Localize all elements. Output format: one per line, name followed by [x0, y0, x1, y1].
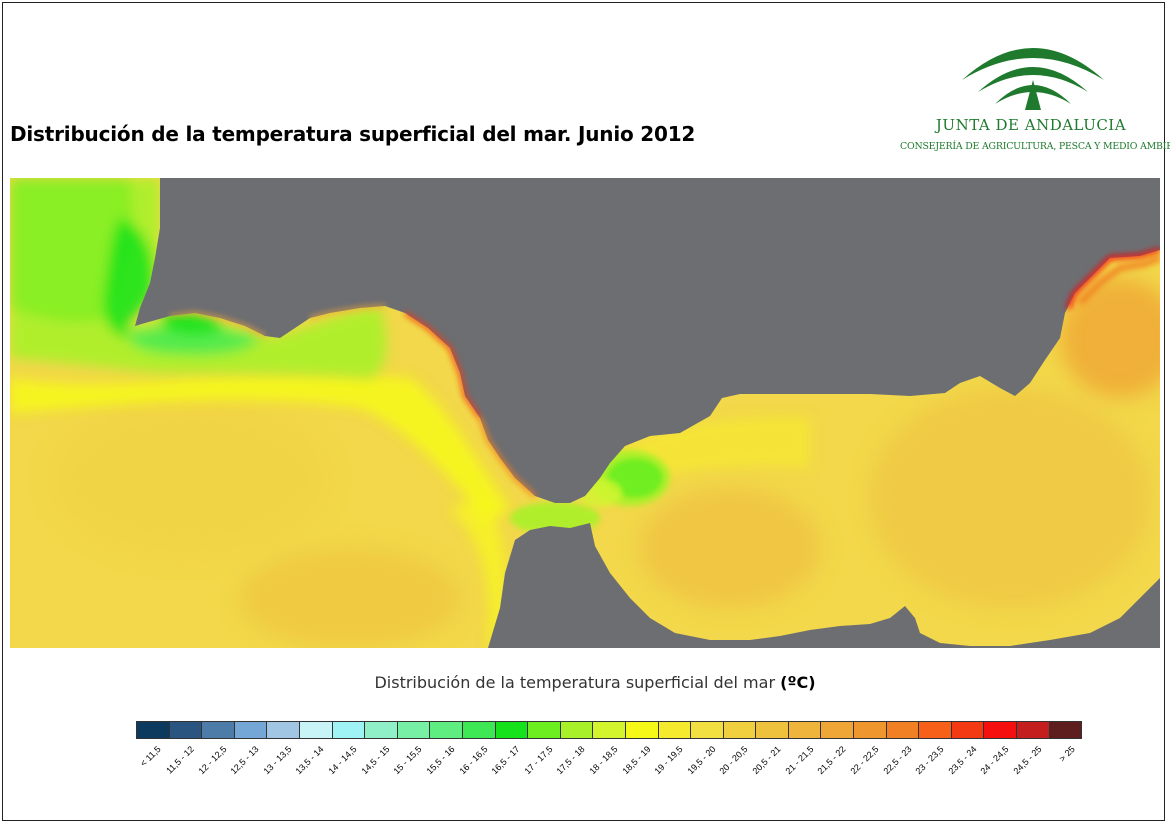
- logo-emblem-icon: [962, 48, 1104, 110]
- legend-swatch: [365, 722, 398, 738]
- legend-swatch: [267, 722, 300, 738]
- legend-swatch: [984, 722, 1018, 738]
- legend-swatch: [430, 722, 463, 738]
- legend-swatch: [397, 722, 431, 738]
- legend-swatch: [691, 722, 724, 738]
- legend-swatch: [723, 722, 757, 738]
- logo-name: JUNTA DE ANDALUCIA: [935, 116, 1127, 134]
- legend-swatch: [919, 722, 952, 738]
- legend-swatch: [202, 722, 235, 738]
- logo-subtitle: CONSEJERÍA DE AGRICULTURA, PESCA Y MEDIO…: [900, 141, 1170, 152]
- sea-temperature-map: [10, 178, 1160, 648]
- legend-swatch: [854, 722, 887, 738]
- legend-swatch: [299, 722, 333, 738]
- legend-swatch: [234, 722, 268, 738]
- legend-color-scale: [136, 721, 1082, 739]
- legend-swatch: [821, 722, 855, 738]
- land-north-africa: [488, 523, 1160, 648]
- legend-swatch: [528, 722, 561, 738]
- legend-swatch: [1017, 722, 1050, 738]
- legend-unit: (ºC): [780, 673, 816, 692]
- legend-swatch: [560, 722, 594, 738]
- page-title: Distribución de la temperatura superfici…: [10, 122, 696, 146]
- legend-swatch: [495, 722, 529, 738]
- legend-swatch: [658, 722, 692, 738]
- legend-swatch: [951, 722, 985, 738]
- legend-swatch: [137, 722, 170, 738]
- legend-swatch: [462, 722, 496, 738]
- legend-title-text: Distribución de la temperatura superfici…: [374, 673, 776, 692]
- legend-swatch: [593, 722, 626, 738]
- legend-title: Distribución de la temperatura superfici…: [0, 673, 1170, 692]
- legend-swatch: [886, 722, 920, 738]
- legend-swatch: [788, 722, 822, 738]
- junta-de-andalucia-logo: JUNTA DE ANDALUCIA CONSEJERÍA DE AGRICUL…: [900, 28, 1170, 158]
- land-iberia: [135, 178, 1160, 503]
- legend-swatch: [332, 722, 366, 738]
- legend-swatch: [625, 722, 659, 738]
- legend-swatch: [756, 722, 789, 738]
- legend-swatch: [169, 722, 203, 738]
- legend-swatch: [1049, 722, 1082, 738]
